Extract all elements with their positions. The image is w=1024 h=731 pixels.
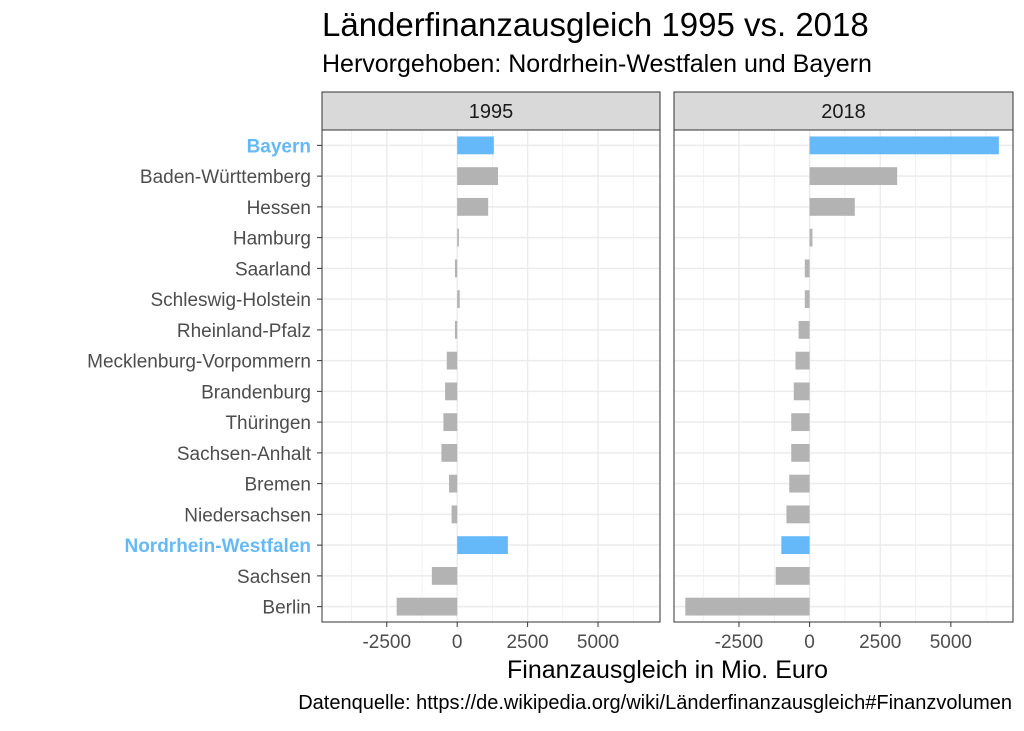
x-tick-label: 0	[804, 632, 815, 653]
category-label-Hessen: Hessen	[247, 198, 311, 219]
category-label-Bremen: Bremen	[244, 475, 311, 496]
bar-1995-Brandenburg	[445, 382, 458, 401]
data-source-caption: Datenquelle: https://de.wikipedia.org/wi…	[298, 692, 1012, 714]
facet-strip-2018	[673, 91, 1014, 131]
x-tick-label: 5000	[930, 632, 972, 653]
category-label-Saarland: Saarland	[235, 259, 311, 280]
bar-1995-Niedersachsen	[451, 505, 458, 524]
bar-1995-Saarland	[454, 259, 458, 278]
bar-1995-Baden-Württemberg	[457, 167, 499, 186]
category-label-Nordrhein-Westfalen: Nordrhein-Westfalen	[124, 536, 311, 557]
bar-2018-Sachsen	[775, 566, 810, 585]
category-label-Rheinland-Pfalz: Rheinland-Pfalz	[177, 321, 311, 342]
bar-2018-Bayern	[809, 136, 999, 155]
panel-border-1995	[321, 129, 661, 623]
bar-2018-Saarland	[804, 259, 810, 278]
bar-2018-Rheinland-Pfalz	[798, 320, 810, 339]
bar-1995-Sachsen	[431, 566, 458, 585]
chart-title: Länderfinanzausgleich 1995 vs. 2018	[322, 6, 869, 43]
panel-border-2018	[673, 129, 1014, 623]
bar-1995-Bayern	[457, 136, 494, 155]
bar-1995-Rheinland-Pfalz	[454, 320, 458, 339]
x-axis-title: Finanzausgleich in Mio. Euro	[507, 656, 828, 684]
bar-2018-Nordrhein-Westfalen	[781, 536, 810, 555]
category-label-Hamburg: Hamburg	[233, 229, 311, 250]
bar-1995-Berlin	[396, 597, 458, 616]
chart-subtitle: Hervorgehoben: Nordrhein-Westfalen und B…	[322, 50, 872, 78]
category-label-Bayern: Bayern	[247, 136, 311, 157]
bar-1995-Sachsen-Anhalt	[441, 443, 458, 462]
bar-1995-Schleswig-Holstein	[457, 290, 460, 309]
x-tick-label: 0	[452, 632, 463, 653]
category-label-Sachsen: Sachsen	[237, 567, 311, 588]
bar-2018-Baden-Württemberg	[809, 167, 898, 186]
bar-1995-Mecklenburg-Vorpommern	[446, 351, 458, 370]
bar-2018-Schleswig-Holstein	[804, 290, 810, 309]
x-tick-label: 2500	[506, 632, 548, 653]
category-label-Niedersachsen: Niedersachsen	[184, 505, 311, 526]
category-label-Thüringen: Thüringen	[225, 413, 311, 434]
category-label-Brandenburg: Brandenburg	[201, 382, 311, 403]
bar-2018-Hessen	[809, 197, 855, 216]
bar-2018-Sachsen-Anhalt	[791, 443, 810, 462]
bar-2018-Hamburg	[809, 228, 813, 247]
bar-1995-Hessen	[457, 197, 489, 216]
x-tick-label: -2500	[362, 632, 411, 653]
bar-2018-Thüringen	[791, 413, 810, 432]
bar-2018-Niedersachsen	[786, 505, 810, 524]
bar-2018-Berlin	[685, 597, 810, 616]
facet-label-2018: 2018	[821, 101, 866, 123]
facet-label-1995: 1995	[469, 101, 514, 123]
x-tick-label: -2500	[715, 632, 764, 653]
bar-1995-Hamburg	[457, 228, 459, 247]
category-label-Sachsen-Anhalt: Sachsen-Anhalt	[177, 444, 312, 465]
category-label-Mecklenburg-Vorpommern: Mecklenburg-Vorpommern	[87, 352, 311, 373]
x-tick-label: 2500	[859, 632, 901, 653]
category-label-Baden-Württemberg: Baden-Württemberg	[140, 167, 311, 188]
category-label-Berlin: Berlin	[262, 598, 311, 619]
bar-1995-Thüringen	[443, 413, 458, 432]
x-tick-label: 5000	[577, 632, 619, 653]
bar-2018-Brandenburg	[793, 382, 810, 401]
category-label-Schleswig-Holstein: Schleswig-Holstein	[150, 290, 311, 311]
bar-1995-Nordrhein-Westfalen	[457, 536, 508, 555]
bar-2018-Bremen	[789, 474, 810, 493]
bar-2018-Mecklenburg-Vorpommern	[795, 351, 810, 370]
bar-1995-Bremen	[449, 474, 458, 493]
